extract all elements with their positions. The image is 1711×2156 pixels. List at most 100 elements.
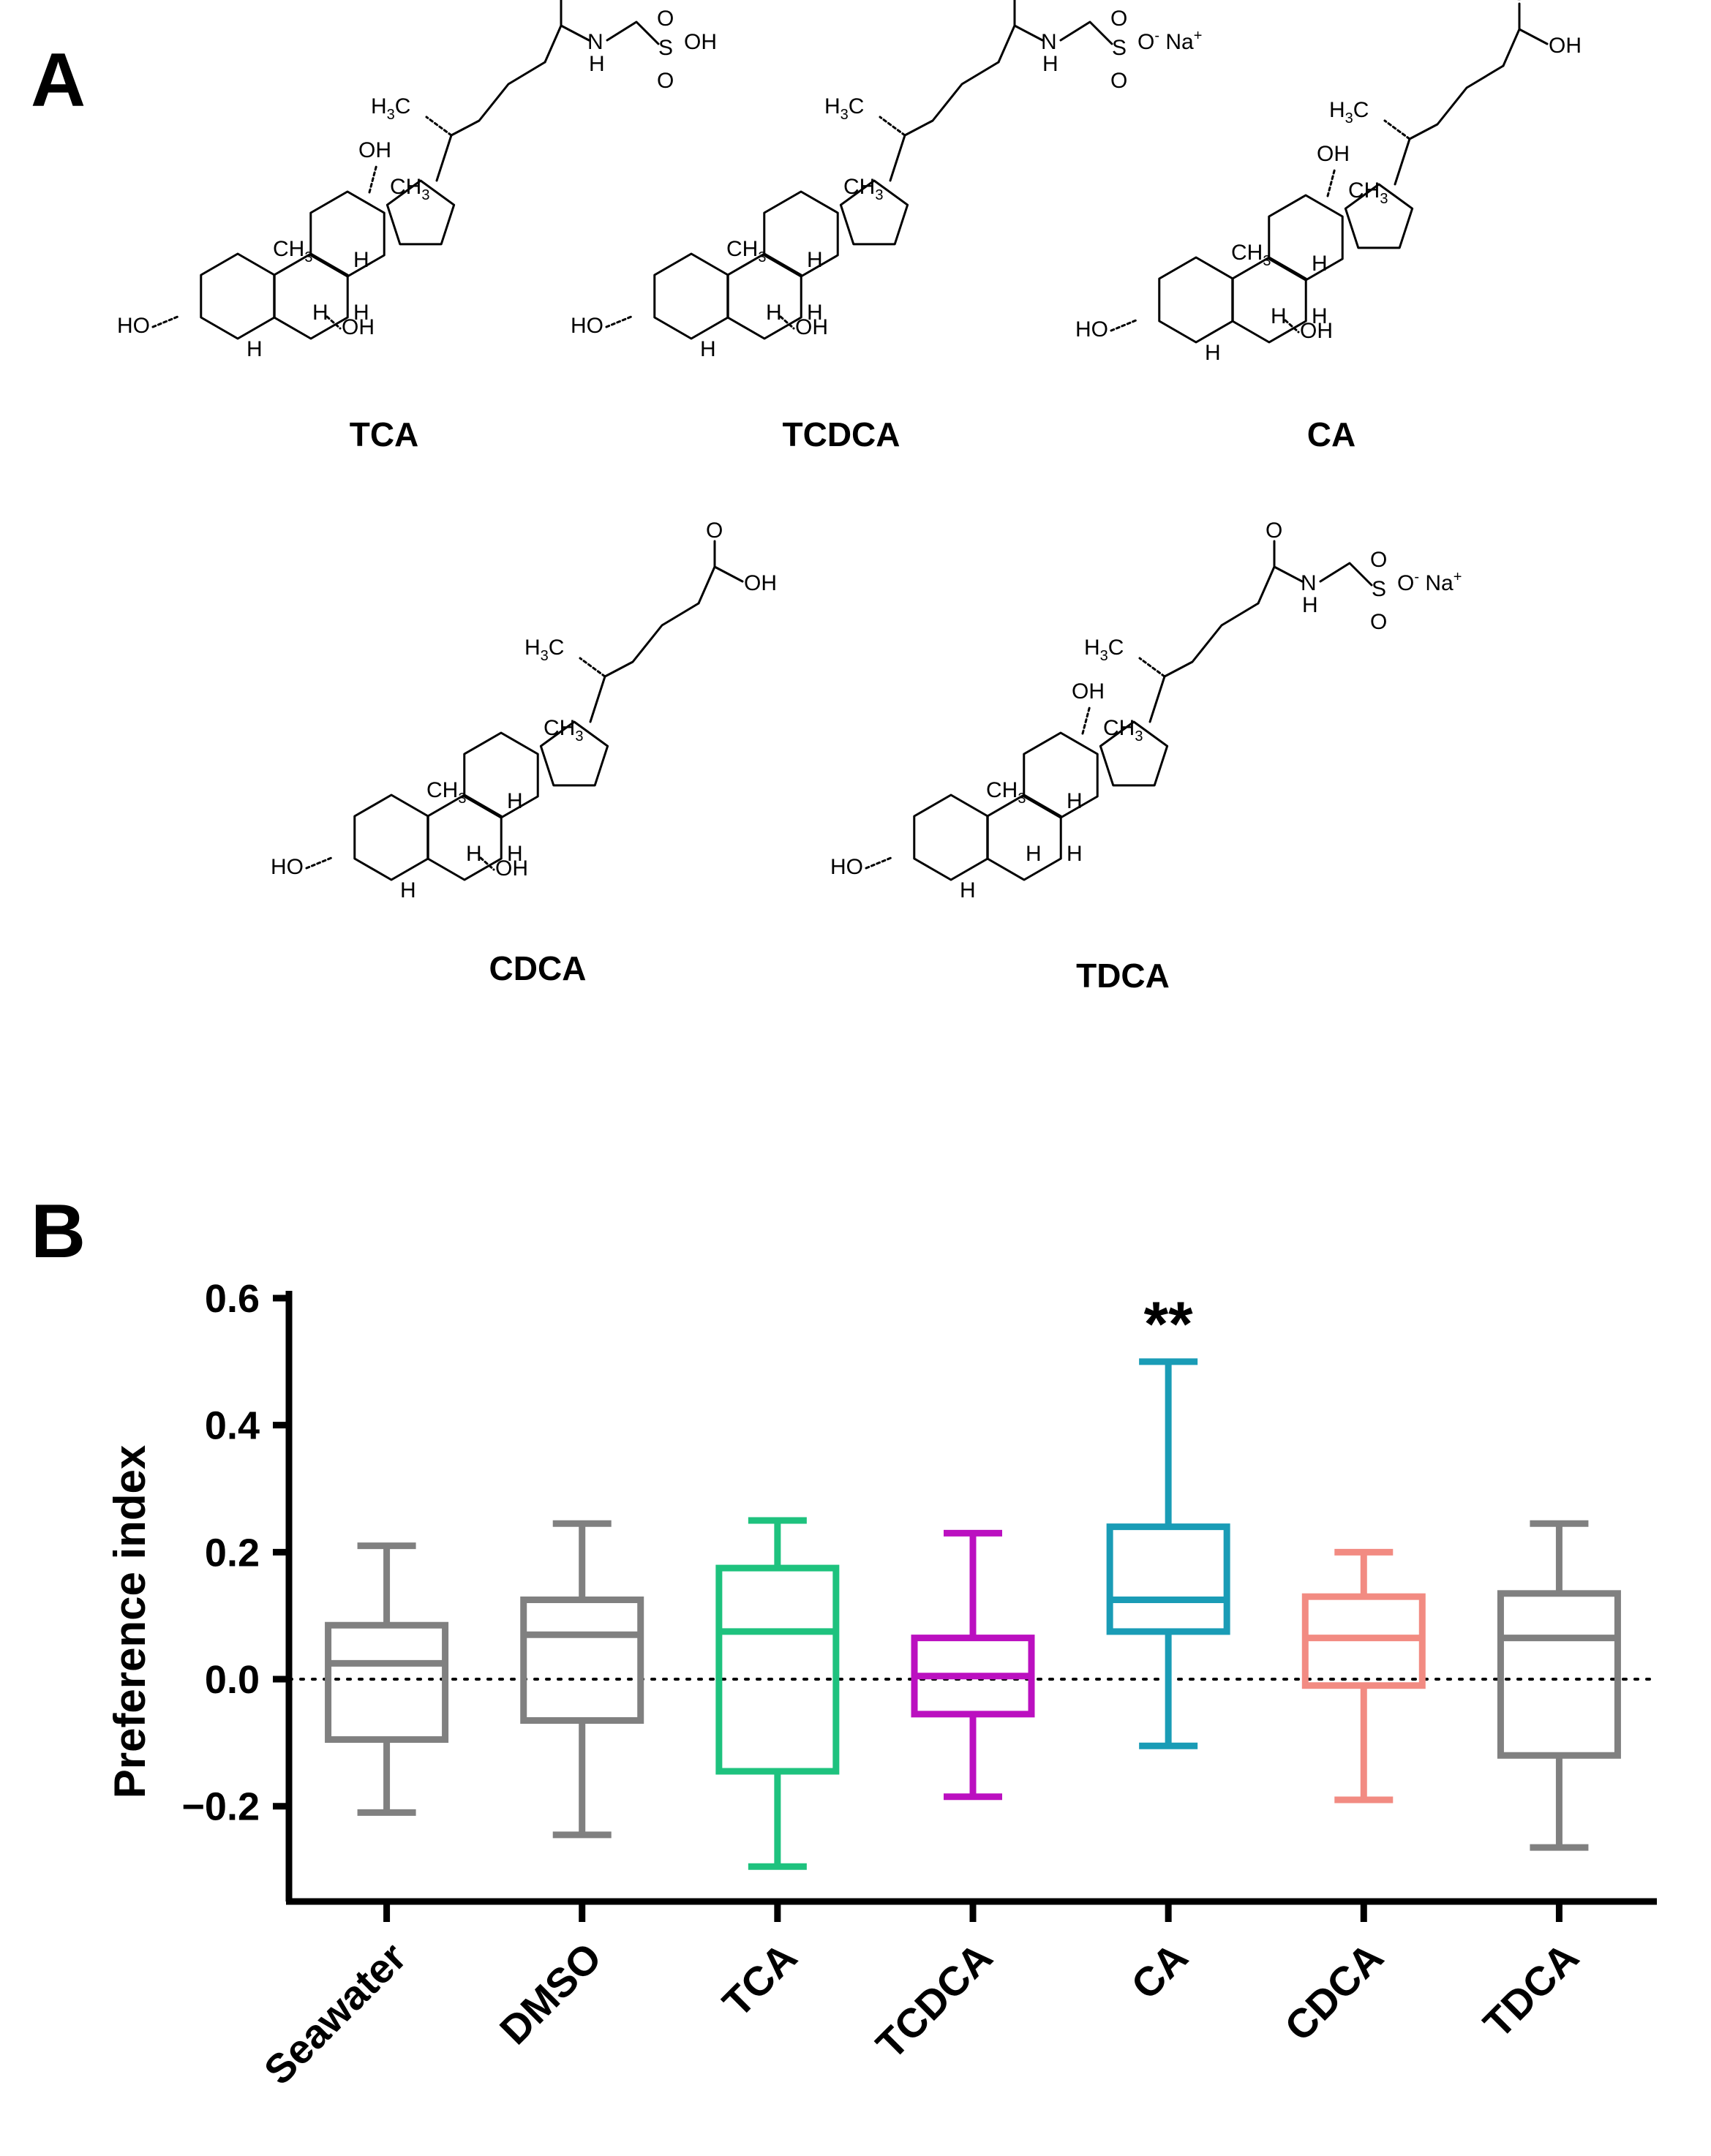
ethyl-bond [606,20,660,45]
methyl-bond [579,657,606,678]
y-axis-title: Preference index [105,1445,154,1799]
compound-name-ca: CA [1307,415,1355,453]
oh-7-label: OH [342,315,375,339]
x-tick-label: DMSO [491,1934,610,2053]
carboxyl-bond [697,565,744,605]
h-9-label: H [766,301,782,325]
ring-c [1023,731,1099,819]
oh-3-bond [605,315,633,328]
oh-3-bond [151,315,179,328]
oh-12-bond [368,163,378,194]
oh-7-bond [326,315,342,330]
significance-marker: ** [1144,1289,1193,1360]
y-tick-label: 0.2 [205,1531,260,1575]
sulfur-label: S [1372,577,1386,601]
oh-12-label: OH [1072,679,1105,704]
sulfonyl-o1-label: O [1110,7,1127,31]
ch3-18-label: CH3 [1348,178,1388,207]
h-5-label: H [1205,341,1221,365]
oh-3-label: HO [571,314,603,338]
oh-3-bond [1110,319,1137,332]
x-tick-label: CDCA [1276,1934,1392,2050]
structure-tca: H3CHOHOHOHCH3CH3HHHONHSOOOH [117,0,717,361]
iqr-box [520,1597,644,1724]
acid-oh-label: OH [744,571,777,595]
methyl-label: H3C [371,94,410,123]
sulfonyl-o1-label: O [1370,548,1387,572]
ring-a [913,794,989,881]
ring-b [1231,256,1307,344]
h-9-label: H [312,301,328,325]
h-8-label: H [807,248,823,272]
oh-3-label: HO [830,855,863,879]
carbonyl-o-label: O [1006,0,1023,1]
box-tdca [1497,1520,1621,1851]
amide-h-label: H [1042,52,1058,76]
oh-7-label: OH [795,315,828,339]
side-chain [889,61,1000,182]
h-9-label: H [466,842,482,866]
ring-a [653,252,729,340]
ring-d [386,179,456,246]
h-14-label: H [1067,842,1083,866]
h-9-label: H [1271,304,1287,328]
amide-n-label: N [1301,571,1317,595]
oh-7-bond [1284,319,1300,333]
x-tick-label: CA [1122,1934,1197,2008]
h-8-label: H [353,248,369,272]
ring-c [763,190,839,278]
carbonyl-o-label: O [552,0,569,1]
box-seawater [325,1542,449,1816]
amide-h-label: H [1302,593,1318,617]
y-tick-label: 0.6 [205,1277,260,1321]
box-tcdca [911,1529,1035,1801]
x-tick-label: Seawater [255,1934,415,2093]
x-tick-label: TCDCA [867,1934,1001,2068]
side-chain [435,61,546,182]
ring-d [539,720,609,787]
h-14-label: H [507,842,523,866]
amide-bond [544,24,590,64]
ring-b [726,252,802,340]
ch3-18-label: CH3 [390,175,429,203]
ring-b [273,252,349,340]
ch3-18-label: CH3 [1103,716,1143,745]
ring-d [839,179,909,246]
h-5-label: H [700,337,716,361]
ch3-18-label: CH3 [544,716,583,745]
ch3-19-label: CH3 [1231,241,1271,269]
carbonyl-o-label: O [1511,0,1527,5]
boxplot-chart: 0.6 0.4 0.2 0.0 −0.2 Preference index Seawater… [105,1277,1658,2093]
methyl-label: H3C [524,636,564,664]
sulfonyl-o2-label: O [1110,69,1127,93]
oh-3-label: HO [1075,317,1108,342]
oh-12-label: OH [358,138,391,162]
structure-ca: H3CHOHOHOHCH3CH3HHHOOH [1075,0,1582,365]
ch3-19-label: CH3 [273,237,312,265]
h-8-label: H [1067,789,1083,813]
h-14-label: H [1312,304,1328,328]
methyl-bond [1383,119,1411,140]
sulfonate-label: O- Na+ [1137,28,1202,54]
sulfonyl-o2-label: O [1370,610,1387,634]
ring-b [986,794,1062,881]
oh-7-label: OH [495,856,528,881]
ch3-19-label: CH3 [426,778,466,807]
ring-a [353,794,429,881]
box-tca [715,1517,840,1870]
sulfonic-oh-label: OH [684,30,717,54]
methyl-label: H3C [824,94,864,123]
y-tick-label: 0.4 [205,1404,260,1448]
h-5-label: H [247,337,263,361]
compound-name-tca: TCA [350,415,419,453]
amide-n-label: N [1041,30,1057,54]
acid-oh-label: OH [1549,34,1582,58]
h-9-label: H [1026,842,1042,866]
side-chain [1148,602,1260,723]
x-tick-label: TDCA [1474,1934,1587,2047]
compound-name-cdca: CDCA [489,949,587,987]
oh-3-label: HO [117,314,150,338]
amide-n-label: N [587,30,603,54]
oh-3-bond [305,856,333,870]
